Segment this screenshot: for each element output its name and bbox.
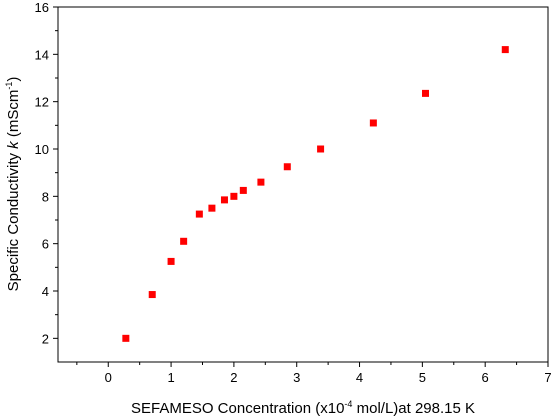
x-axis-title-prefix: SEFAMESO Concentration (x10 (131, 400, 344, 417)
y-tick-label: 2 (42, 331, 49, 346)
data-point (422, 89, 429, 97)
data-point (167, 257, 175, 265)
data-point (195, 210, 203, 218)
data-series (122, 46, 509, 342)
data-point (220, 196, 228, 204)
data-point (180, 237, 188, 245)
data-point (369, 119, 377, 127)
x-tick-label: 4 (356, 370, 363, 385)
y-axis-title: Specific Conductivity k (mScm-1) (4, 77, 22, 292)
data-point (257, 178, 265, 186)
data-point (230, 192, 238, 200)
data-point (148, 291, 156, 299)
y-tick-label: 6 (42, 237, 49, 252)
x-tick-label: 2 (230, 370, 237, 385)
y-axis-title-unit-suffix: ) (5, 77, 22, 82)
y-axis: 2 4 6 8 10 12 14 16 (35, 0, 58, 346)
y-tick-label: 14 (35, 47, 49, 62)
data-point (283, 163, 291, 171)
x-tick-label: 0 (105, 370, 112, 385)
data-point (239, 186, 247, 194)
y-tick-label: 4 (42, 284, 49, 299)
y-axis-title-unit-prefix: (mScm (5, 90, 22, 142)
x-tick-label: 1 (167, 370, 174, 385)
x-tick-label: 5 (419, 370, 426, 385)
y-tick-label: 8 (42, 189, 49, 204)
x-axis-title-exponent: -4 (344, 399, 352, 409)
x-tick-label: 3 (293, 370, 300, 385)
data-point (122, 334, 130, 342)
y-tick-label: 10 (35, 142, 49, 157)
y-axis-title-prefix: Specific Conductivity (5, 149, 22, 292)
x-axis-title-suffix: mol/L)at 298.15 K (352, 400, 475, 417)
x-axis-title: SEFAMESO Concentration (x10-4 mol/L)at 2… (131, 399, 475, 417)
y-tick-label: 12 (35, 95, 49, 110)
x-tick-label: 6 (482, 370, 489, 385)
plot-area-frame (57, 6, 549, 363)
y-axis-title-symbol: k (5, 140, 22, 149)
x-axis: 0 1 2 3 4 5 6 7 (76, 362, 552, 385)
x-tick-label: 7 (544, 370, 551, 385)
y-tick-label: 16 (35, 0, 49, 15)
y-axis-title-exponent: -1 (4, 82, 14, 90)
data-point (208, 204, 216, 212)
data-point (501, 46, 509, 54)
data-point (317, 145, 325, 153)
